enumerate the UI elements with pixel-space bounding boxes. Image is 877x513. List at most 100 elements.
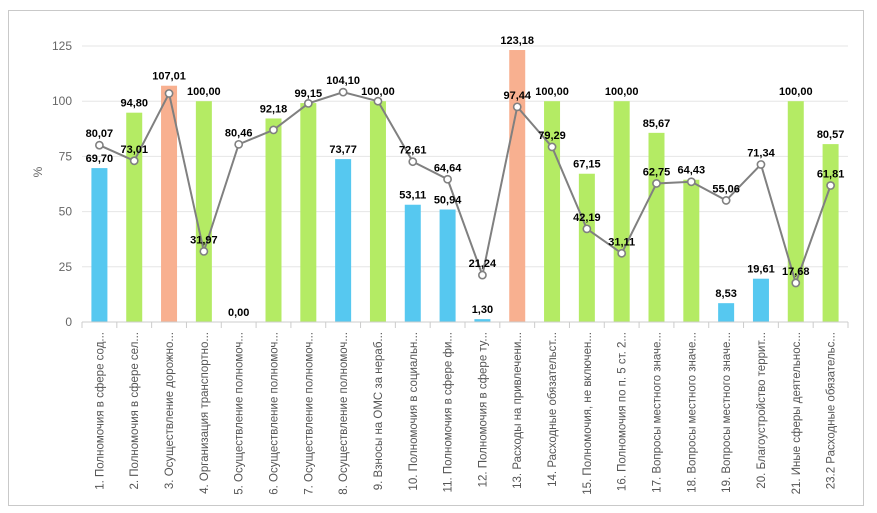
y-tick-label: 75 [59,149,73,163]
bar-value-label: 67,15 [573,159,601,171]
line-point [652,179,661,188]
bar-value-label: 8,53 [715,288,736,300]
bar-value-label: 69,70 [86,153,114,165]
bar [474,319,491,322]
line-point [443,174,452,184]
bar [578,173,595,322]
line-value-label: 104,10 [326,75,360,87]
x-category-label: 23.2 Расходные обязательс... [826,332,838,489]
bar-value-label: 99,15 [295,88,323,100]
bar [91,168,108,322]
bar [404,204,421,322]
x-category-label: 4. Организация транспортно... [199,332,211,494]
bar-value-label: 100,00 [605,86,639,98]
bar [509,50,526,323]
line-value-label: 79,29 [538,130,566,142]
x-category-label: 13. Расходы на привлечени... [512,332,524,489]
line-point [512,102,522,112]
x-category-label: 12. Полномочия в сфере ту... [477,332,489,487]
x-category-label: 21. Иные сферы деятельнос... [791,332,803,494]
bar-series [91,50,839,323]
line-point [95,140,104,150]
line-value-label: 80,46 [225,127,253,139]
line-point [199,247,209,256]
y-axis-label: % [31,166,45,177]
x-category-label: 6. Осуществление полномоч... [269,332,281,495]
bar-value-label: 107,01 [152,71,186,83]
bar-value-label: 123,18 [500,35,534,47]
line-point [269,125,278,135]
line-point [234,139,244,149]
bar [300,103,317,322]
bar [439,209,456,322]
line-value-label: 21,24 [469,258,497,270]
line-value-label: 97,44 [503,90,531,102]
line-value-label: 61,81 [817,169,845,181]
line-value-label: 17,68 [782,266,810,278]
x-category-label: 14. Расходные обязательст... [547,332,559,487]
line-series [95,87,835,288]
bar-value-label: 53,11 [399,190,426,202]
y-tick-label: 125 [52,39,72,53]
line-value-label: 72,61 [399,145,427,157]
bar [369,101,386,322]
bar [195,101,212,322]
line-point [303,99,313,108]
bar-value-label: 0,00 [228,307,249,319]
line-point [721,196,731,205]
line-value-label: 71,34 [747,147,775,159]
y-tick-label: 25 [59,260,73,274]
line-point [686,177,696,187]
bar [265,118,282,323]
bar-value-label: 64,43 [678,165,706,177]
bar-value-label: 73,77 [329,144,357,156]
line-value-label: 80,07 [86,128,114,140]
x-category-label: 5. Осуществление полномоч... [234,332,246,495]
line-value-label: 31,97 [190,234,218,246]
x-category-label: 8. Осуществление полномоч... [338,332,350,495]
x-category-label: 19. Вопросы местного значе... [721,332,733,493]
bar-value-label: 94,80 [120,98,148,110]
bar-value-label: 92,18 [260,103,288,115]
x-category-label: 18. Вопросы местного значе... [686,332,698,493]
line-point [582,224,592,234]
bar-value-label: 80,57 [817,129,845,141]
bar [683,179,700,322]
chart-frame [8,10,864,506]
x-category-label: 16. Полномочия по п. 5 ст. 2... [617,332,629,491]
x-category-label: 11. Полномочия в сфере фи... [443,332,455,492]
bar-value-label: 100,00 [779,86,813,98]
bar-value-label: 50,94 [434,195,462,207]
y-tick-label: 50 [59,205,73,219]
line-value-label: 64,64 [434,162,462,174]
line-value-label: 73,01 [120,144,148,156]
bar-value-label: 19,61 [747,264,775,276]
line-point [826,181,835,190]
line-point [129,156,139,166]
bar [787,101,804,322]
y-tick-label: 0 [65,315,72,329]
bar [161,85,178,322]
bar [752,278,769,322]
bar [718,303,735,322]
line-point [756,160,766,169]
line-point [547,142,557,152]
data-labels: 69,70 94,80 107,01 100,00 0,00 92,18 99,15 73,7… [86,35,845,319]
x-category-label: 15. Полномочия, не включен... [582,332,594,495]
bar [822,144,839,322]
bar-value-label: 85,67 [643,118,671,130]
x-category-label: 10. Полномочия в социальн... [408,332,420,491]
line-value-label: 31,11 [608,236,635,248]
x-category-label: 3. Осуществление дорожно... [164,332,176,489]
bar-value-label: 100,00 [361,86,395,98]
bar-value-label: 100,00 [535,86,569,98]
x-category-label: 9. Взносы на ОМС за нераб... [373,332,385,490]
bar-value-label: 1,30 [472,304,493,316]
axes: 0 25 50 75 100 125 1. Полномочия в сфере сод..… [52,39,849,495]
line-point [164,89,174,98]
x-category-label: 2. Полномочия в сфере сел... [129,332,141,490]
line-value-label: 55,06 [712,183,740,195]
bar [335,159,352,322]
line-path [99,90,832,287]
